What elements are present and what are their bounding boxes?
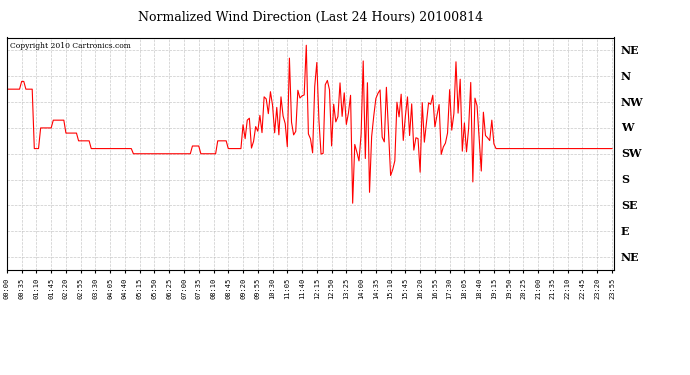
Text: E: E bbox=[621, 226, 629, 237]
Text: Normalized Wind Direction (Last 24 Hours) 20100814: Normalized Wind Direction (Last 24 Hours… bbox=[138, 11, 483, 24]
Text: NW: NW bbox=[621, 97, 644, 108]
Text: W: W bbox=[621, 122, 633, 134]
Text: NE: NE bbox=[621, 45, 640, 56]
Text: S: S bbox=[621, 174, 629, 185]
Text: Copyright 2010 Cartronics.com: Copyright 2010 Cartronics.com bbox=[10, 42, 131, 50]
Text: NE: NE bbox=[621, 252, 640, 262]
Text: SW: SW bbox=[621, 148, 642, 159]
Text: SE: SE bbox=[621, 200, 638, 211]
Text: N: N bbox=[621, 71, 631, 82]
